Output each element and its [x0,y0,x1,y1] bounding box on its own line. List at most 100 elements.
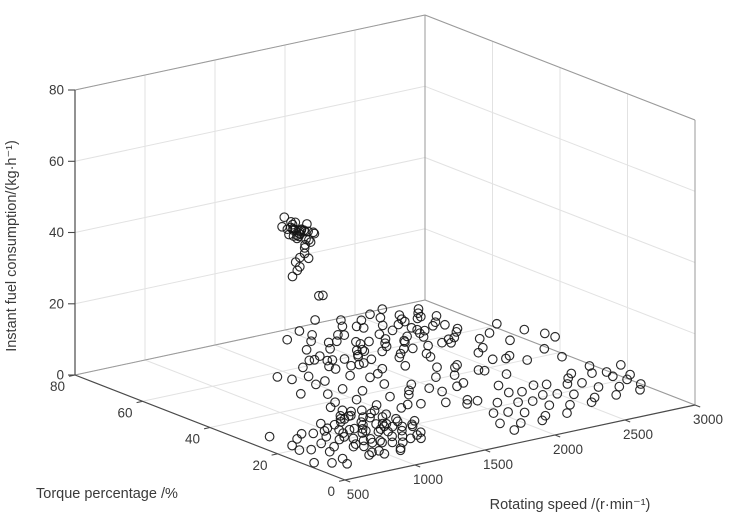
data-point [416,398,426,409]
data-point [287,271,298,282]
data-point [342,458,352,469]
data-point [351,345,362,356]
data-point [299,243,310,253]
data-point [387,421,398,432]
data-point [314,351,325,361]
y-tick-label: 20 [252,458,267,473]
x-tick-mark [694,404,701,408]
data-point [348,441,359,452]
data-point [501,369,512,379]
data-point [339,432,350,442]
floor-grid-line [142,325,493,402]
data-point [397,437,408,448]
data-point [339,354,350,364]
x-tick-mark [344,479,351,483]
data-point [406,379,417,390]
box-edge [74,299,426,376]
y-tick-mark [136,400,143,404]
data-point [462,399,472,409]
data-point [584,361,595,371]
data-point [527,396,538,406]
data-point [635,379,646,389]
z-tick-label: 20 [49,296,64,311]
data-point [357,385,368,396]
data-point [539,343,550,354]
data-point [487,354,498,365]
data-point [369,405,380,416]
data-point [377,304,388,314]
x-tick-mark [624,419,631,423]
data-point [316,438,327,449]
data-point [325,402,336,413]
data-point [333,330,343,340]
data-point [302,219,312,229]
data-point [314,290,324,301]
data-point [322,389,333,399]
data-point [381,341,392,352]
data-point [589,392,600,403]
data-point [264,431,275,442]
data-point [375,436,385,446]
data-point [284,229,294,240]
data-point [339,330,350,340]
data-point [611,390,622,400]
data-point [287,440,297,451]
y-tick-label: 40 [185,432,200,447]
data-point [397,425,407,436]
data-point [587,368,597,378]
z-tick-label: 80 [49,83,64,98]
data-point [323,337,334,348]
data-point [304,355,315,366]
data-point [462,394,473,405]
data-point [350,439,361,449]
data-point [357,344,368,355]
data-point [412,430,422,440]
data-point [537,390,548,400]
data-point [562,408,572,418]
data-point [395,445,406,456]
data-point [307,330,317,340]
data-point [294,226,305,237]
data-point [329,441,339,452]
data-point [365,372,375,383]
y-tick-label: 0 [327,484,335,499]
data-point [290,257,301,267]
data-point [303,253,314,264]
z-tick-label: 40 [49,225,64,240]
data-point [375,312,386,323]
data-point [346,406,356,417]
data-point [358,435,369,446]
x-tick-mark [484,449,491,453]
data-point [396,403,407,413]
data-point [322,355,333,366]
data-point [479,365,490,376]
data-point [338,428,348,438]
data-point [528,380,539,391]
data-point [569,389,579,400]
data-point [374,329,385,340]
z-axis-label: Instant fuel consumption/(kg·h⁻¹) [4,140,20,352]
data-point [397,431,408,441]
data-point [345,370,355,381]
data-point [412,324,423,335]
data-point [327,458,337,468]
data-point [287,374,297,385]
data-point [539,328,550,339]
x-tick-label: 3000 [693,412,723,427]
data-point [472,395,483,406]
data-point [519,407,530,418]
data-point [374,445,384,456]
data-point [298,362,308,373]
data-point [493,380,504,391]
data-point [484,328,495,338]
data-point [557,351,567,362]
data-point [407,343,418,354]
data-point [519,324,530,335]
y-tick-mark [203,426,211,430]
data-point [337,384,348,394]
data-point [282,334,293,345]
y-tick-mark [338,479,346,482]
data-point [308,227,319,238]
data-point [296,225,307,236]
